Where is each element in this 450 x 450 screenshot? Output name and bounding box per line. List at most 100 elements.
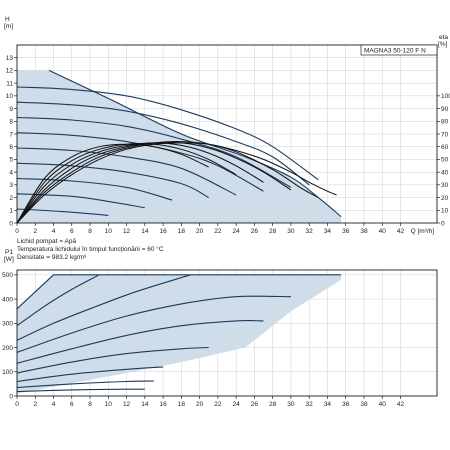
x-tick-label: 28: [269, 401, 277, 408]
x-tick-label: 4: [52, 228, 56, 235]
performance-curve: [16, 366, 164, 383]
eta-tick-label: 80: [441, 119, 449, 126]
y-tick-label: 200: [2, 345, 13, 352]
x-tick-label: 6: [70, 228, 74, 235]
x-tick-label: 10: [105, 401, 113, 408]
performance-curve: [16, 274, 54, 310]
eta-tick-label: 20: [441, 195, 449, 202]
x-tick-label: 26: [251, 228, 259, 235]
y-tick-label: 6: [9, 144, 13, 151]
power-curves: [16, 274, 342, 393]
x-tick-label: 16: [159, 228, 167, 235]
performance-curve: [16, 86, 319, 181]
x-tick-label: 26: [251, 401, 259, 408]
x-tick-label: 0: [15, 401, 19, 408]
power-y-tick-labels: 0 100 200 300 400 500: [2, 272, 13, 400]
x-tick-label: 38: [360, 401, 368, 408]
x-tick-label: 8: [88, 401, 92, 408]
power-x-tick-labels: 0 2 4 6 8 10 12 14 16 18 20 22 24 26 28 30 32 34 36 38 40 42: [15, 401, 404, 408]
performance-curve: [16, 319, 264, 364]
performance-curve: [16, 147, 237, 196]
x-tick-label: 36: [342, 401, 350, 408]
y-tick-label: 300: [2, 321, 13, 328]
eta-tick-label: 60: [441, 144, 449, 151]
y-tick-label: 7: [9, 131, 13, 138]
x-tick-label: 40: [379, 228, 387, 235]
head-axis-title: H: [5, 16, 10, 23]
eta-tick-label: 40: [441, 169, 449, 176]
x-tick-label: 2: [33, 401, 37, 408]
performance-curve: [16, 162, 209, 199]
y-tick-label: 0: [9, 393, 13, 400]
power-axis-unit: [W]: [4, 256, 14, 263]
x-tick-label: 12: [123, 401, 131, 408]
eta-tick-label: 30: [441, 182, 449, 189]
head-x-tick-labels: 0 2 4 6 8 10 12 14 16 18 20 22 24 26 28 30 32 34 36 38 40 42: [15, 228, 404, 235]
efficiency-curve: [16, 141, 319, 224]
y-tick-label: 4: [9, 169, 13, 176]
eta-tick-label: 10: [441, 208, 449, 215]
eta-axis-unit: [%]: [438, 41, 448, 48]
y-tick-label: 1: [9, 208, 13, 215]
x-tick-label: 30: [287, 401, 295, 408]
performance-curve: [16, 346, 209, 374]
x-tick-label: 14: [141, 228, 149, 235]
x-tick-label: 32: [306, 228, 314, 235]
eta-tick-label: 100: [441, 93, 450, 100]
x-tick-label: 20: [196, 401, 204, 408]
x-tick-label: 36: [342, 228, 350, 235]
efficiency-curve: [16, 142, 337, 224]
x-tick-label: 22: [214, 228, 222, 235]
head-ticks: [14, 57, 401, 226]
model-label-box: [360, 44, 438, 56]
eta-tick-label: 0: [441, 220, 445, 227]
performance-curve: [16, 388, 145, 393]
flow-axis-label: Q [m³/h]: [411, 228, 435, 235]
y-tick-label: 12: [6, 68, 14, 75]
y-tick-label: 5: [9, 157, 13, 164]
x-tick-label: 34: [324, 401, 332, 408]
eta-tick-label: 50: [441, 157, 449, 164]
x-tick-label: 34: [324, 228, 332, 235]
x-tick-label: 38: [360, 228, 368, 235]
x-tick-label: 42: [397, 228, 405, 235]
x-tick-label: 0: [15, 228, 19, 235]
x-tick-label: 2: [33, 228, 37, 235]
y-tick-label: 2: [9, 195, 13, 202]
efficiency-curves: [16, 141, 337, 224]
eta-y-tick-labels: 0 10 20 30 40 50 60 70 80 90 100: [437, 93, 450, 227]
x-tick-label: 32: [306, 401, 314, 408]
y-tick-label: 3: [9, 182, 13, 189]
performance-curve: [16, 380, 155, 389]
performance-curve: [16, 295, 291, 353]
power-plot-frame: [16, 269, 438, 397]
model-label: MAGNA3 50-120 F N: [364, 47, 426, 54]
power-ticks: [14, 274, 401, 399]
performance-curve: [16, 177, 173, 201]
x-tick-label: 18: [178, 401, 186, 408]
x-tick-label: 4: [52, 401, 56, 408]
y-tick-label: 11: [6, 80, 13, 87]
performance-curve: [16, 116, 292, 188]
head-axis-unit: [m]: [4, 23, 13, 30]
x-tick-label: 16: [159, 401, 167, 408]
power-axis-title: P1: [5, 249, 13, 256]
power-operating-envelope: [17, 274, 342, 394]
eta-axis-title: eta: [439, 34, 448, 41]
performance-curve: [16, 274, 100, 327]
x-tick-label: 18: [178, 228, 186, 235]
eta-tick-label: 70: [441, 131, 449, 138]
y-tick-label: 13: [6, 55, 14, 62]
y-tick-label: 9: [9, 106, 13, 113]
power-chart: 0 2 4 6 8 10 12 14 16 18 20 22 24 26 28 30 32 34 36 38 40 42 …: [2, 249, 438, 408]
x-tick-label: 24: [233, 401, 241, 408]
x-tick-label: 10: [105, 228, 113, 235]
eta-tick-label: 90: [441, 106, 449, 113]
x-tick-label: 12: [123, 228, 131, 235]
x-tick-label: 30: [287, 228, 295, 235]
x-tick-label: 22: [214, 401, 222, 408]
density-note: Densitate = 983.2 kg/m³: [17, 254, 87, 261]
x-tick-label: 28: [269, 228, 277, 235]
